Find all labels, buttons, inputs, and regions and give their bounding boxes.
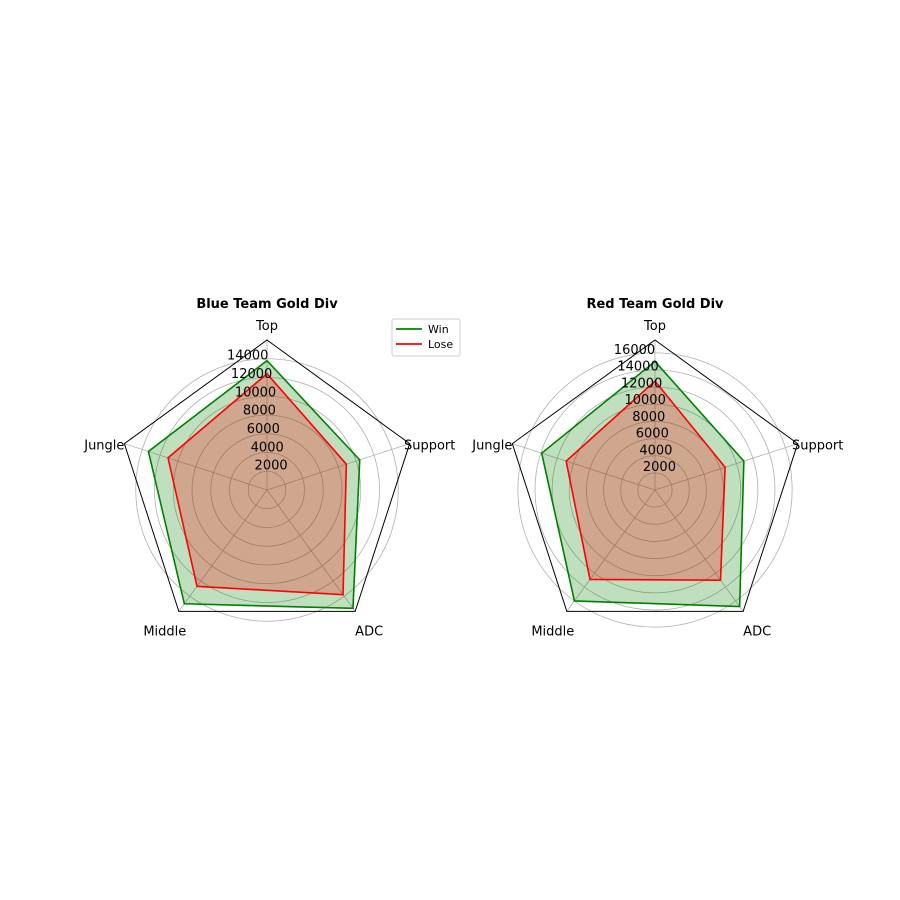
radial-tick-label: 10000 (624, 393, 665, 408)
grid-spoke (266, 489, 356, 612)
grid-spoke (512, 443, 656, 491)
series-line-lose (167, 372, 348, 596)
radial-tick-label: 8000 (243, 404, 276, 419)
series-line-lose (565, 379, 726, 581)
radial-tick-label: 2000 (643, 460, 676, 475)
legend-win-label: Win (428, 323, 449, 336)
grid-spoke (654, 443, 798, 491)
legend-lose-label: Lose (428, 338, 453, 351)
grid-spoke (654, 489, 744, 612)
polar-frame (123, 339, 411, 612)
axis-label-top: Top (255, 319, 278, 334)
axis-label-support: Support (404, 439, 455, 454)
polar-frame (511, 339, 799, 612)
series-fill-lose (566, 381, 726, 581)
radial-tick-label: 12000 (621, 376, 662, 391)
series-fill-lose (168, 373, 347, 595)
radial-tick-label: 4000 (251, 440, 284, 455)
series-fill-win (541, 361, 744, 607)
series-line-win (540, 360, 745, 608)
axis-label-support: Support (792, 439, 843, 454)
axis-label-adc: ADC (355, 624, 383, 639)
radial-tick-label: 14000 (617, 360, 658, 375)
radial-tick-label: 6000 (636, 427, 669, 442)
radial-tick-label: 4000 (639, 443, 672, 458)
radial-tick-label: 12000 (231, 367, 272, 382)
radial-tick-label: 2000 (255, 459, 288, 474)
series-fill-win (148, 360, 360, 609)
axis-label-jungle: Jungle (471, 439, 512, 454)
radial-tick-label: 16000 (614, 343, 655, 358)
axis-label-jungle: Jungle (83, 439, 124, 454)
blue-team-radar-chart: Blue Team Gold Div 2000 4000 6000 8000 10000 1… (83, 297, 455, 639)
radial-tick-label: 8000 (632, 410, 665, 425)
chart-title: Blue Team Gold Div (196, 297, 338, 312)
chart-title: Red Team Gold Div (586, 297, 724, 312)
grid-spoke (178, 489, 268, 612)
series-line-win (147, 359, 361, 610)
axis-label-top: Top (643, 319, 666, 334)
radial-tick-label: 6000 (247, 422, 280, 437)
legend: Win Lose (391, 318, 461, 357)
radial-tick-label: 10000 (235, 385, 276, 400)
axis-label-middle: Middle (531, 624, 574, 639)
radial-tick-label: 14000 (227, 349, 268, 364)
axis-label-middle: Middle (143, 624, 186, 639)
axis-label-adc: ADC (743, 624, 771, 639)
grid-spoke (266, 443, 410, 491)
grid-spoke (566, 489, 656, 612)
